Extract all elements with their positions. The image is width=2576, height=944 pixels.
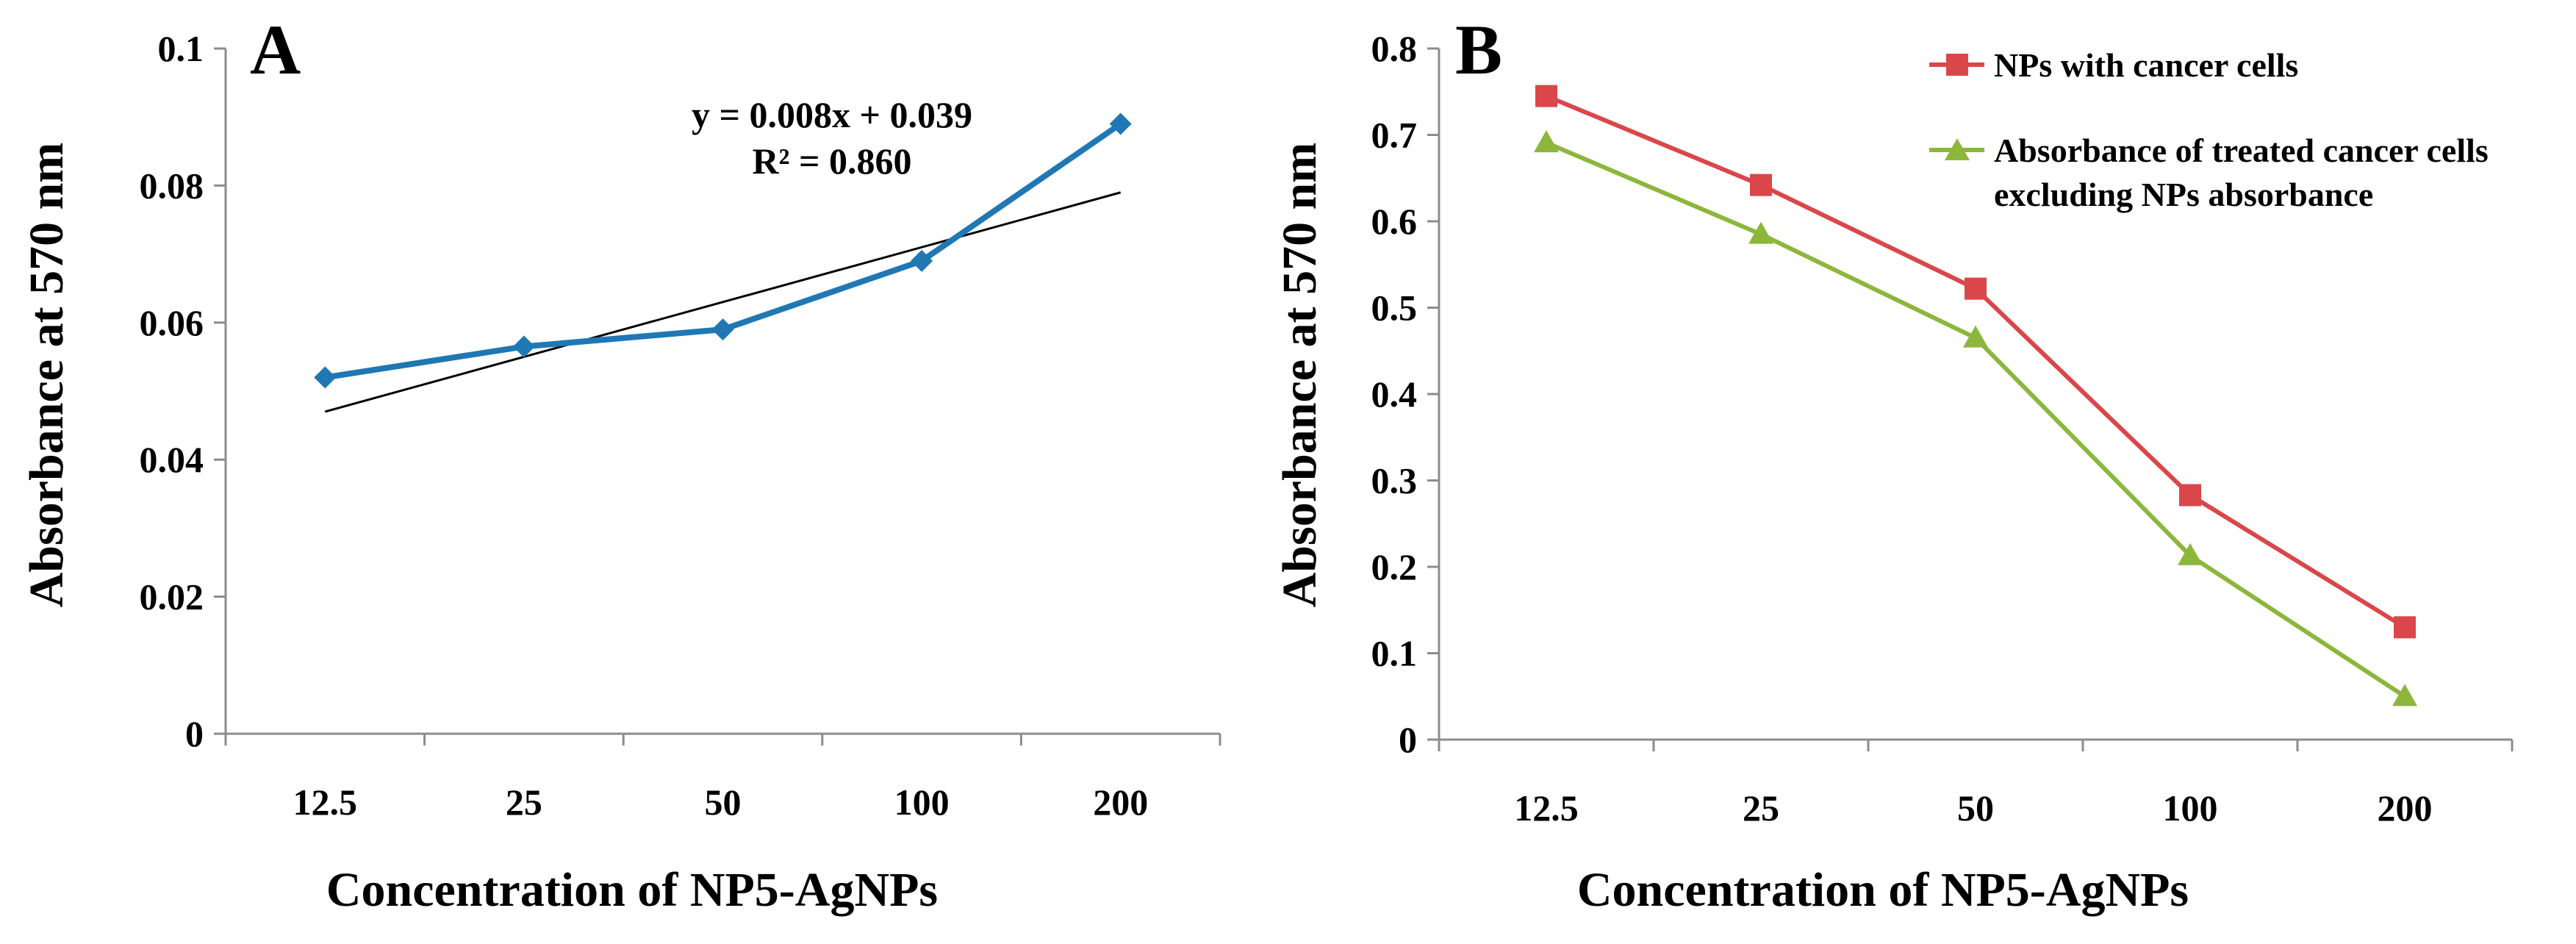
- panel-b-x-tick-label: 100: [2163, 787, 2218, 829]
- panel-a-x-tick-label: 100: [894, 782, 950, 823]
- panel-b-data-point: [1965, 277, 1987, 300]
- panel-b-y-tick-label: 0.8: [1371, 28, 1418, 69]
- panel-b-y-tick-label: 0.4: [1371, 373, 1418, 415]
- panel-b-data-point: [1748, 221, 1773, 244]
- panel-a-data-point: [711, 318, 734, 341]
- panel-b-data-point: [2392, 684, 2417, 707]
- panel-a-x-tick-label: 50: [705, 782, 742, 823]
- panel-b-series-line-1: [1545, 140, 2406, 698]
- panel-a-data-point: [512, 335, 535, 358]
- panel-a-y-tick-label: 0.1: [158, 28, 204, 69]
- panel-a-trendline-equation: y = 0.008x + 0.039: [692, 94, 972, 135]
- legend-square-marker: [1946, 54, 1968, 76]
- panel-a-y-axis-title: Absorbance at 570 nm: [20, 143, 73, 608]
- panel-a-trendline-r2: R² = 0.860: [752, 140, 911, 182]
- panel-b-legend: NPs with cancer cells Absorbance of trea…: [1929, 46, 2489, 213]
- panel-b-data-point: [1750, 174, 1772, 196]
- panel-b-letter: B: [1455, 10, 1502, 89]
- panel-b-x-tick-label: 25: [1743, 787, 1779, 829]
- panel-a-y-tick-label: 0.02: [140, 576, 204, 618]
- panel-b-x-tick-label: 50: [1957, 787, 1994, 829]
- panel-b-data-point: [1534, 130, 1559, 153]
- legend-label-treated-cells-line-1: Absorbance of treated cancer cells: [1994, 132, 2489, 169]
- panel-b-y-tick-label: 0.7: [1371, 115, 1418, 156]
- panel-a-letter: A: [250, 10, 301, 89]
- legend-label-treated-cells-line-2: excluding NPs absorbance: [1994, 176, 2373, 213]
- panel-a-x-tick-label: 12.5: [293, 782, 358, 823]
- panel-b-data-point: [1535, 85, 1557, 107]
- panel-a-trendline: [324, 191, 1122, 413]
- panel-b-data-point: [2394, 616, 2416, 639]
- panel-b-y-axis-title: Absorbance at 570 nm: [1273, 143, 1327, 608]
- panel-a-y-tick-label: 0: [185, 713, 204, 754]
- panel-a-x-axis-title: Concentration of NP5-AgNPs: [326, 863, 938, 917]
- panel-b-x-tick-label: 200: [2378, 787, 2433, 829]
- legend-label-cancer-cells: NPs with cancer cells: [1994, 46, 2298, 84]
- panel-b-y-tick-label: 0.2: [1371, 546, 1418, 587]
- panel-a-y-tick-label: 0.08: [140, 165, 204, 206]
- panel-b-x-tick-label: 12.5: [1514, 787, 1579, 829]
- panel-a-chart: A Absorbance at 570 nm Concentration of …: [20, 10, 1221, 917]
- panel-a-data-point: [911, 249, 933, 272]
- panel-b-data-point: [2179, 484, 2201, 507]
- panel-a-x-tick-label: 200: [1093, 782, 1148, 823]
- panel-b-chart: B Absorbance at 570 nm Concentration of …: [1273, 10, 2514, 917]
- panel-a-data-point: [314, 366, 337, 389]
- panel-b-x-axis-title: Concentration of NP5-AgNPs: [1577, 863, 2189, 917]
- panel-a-y-tick-label: 0.06: [140, 302, 204, 343]
- panel-a-data-point: [1109, 112, 1132, 135]
- panel-b-y-tick-label: 0.6: [1371, 201, 1418, 242]
- panel-b-data-point: [1963, 325, 1988, 348]
- panel-b-data-point: [2178, 543, 2203, 565]
- panel-b-y-tick-label: 0.5: [1371, 287, 1418, 329]
- panel-b-y-tick-label: 0.1: [1371, 633, 1418, 674]
- legend-triangle-marker: [1945, 138, 1970, 160]
- panel-a-x-tick-label: 25: [506, 782, 542, 823]
- panel-b-y-tick-label: 0: [1399, 719, 1417, 760]
- panel-b-y-tick-label: 0.3: [1371, 460, 1418, 501]
- panel-a-y-tick-label: 0.04: [140, 439, 204, 480]
